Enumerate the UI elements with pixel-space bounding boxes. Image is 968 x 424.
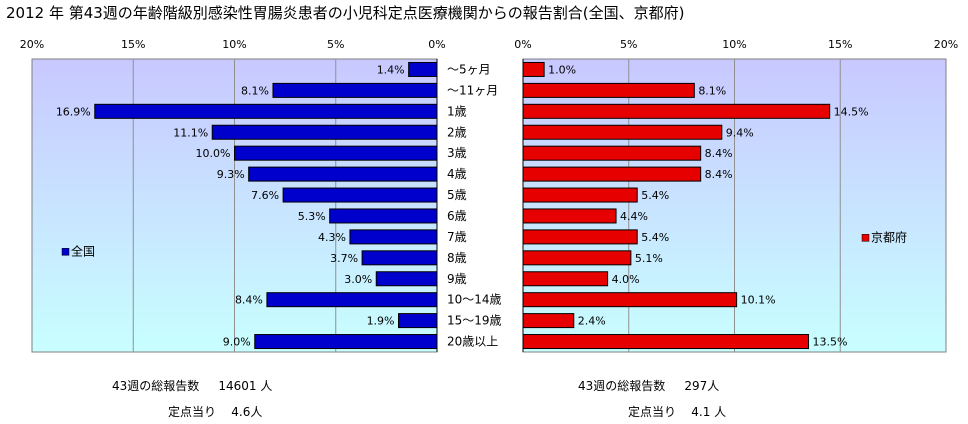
- kyoto-bar: [522, 166, 702, 182]
- kyoto-per-label: 定点当り: [628, 405, 677, 419]
- national-data-label: 9.0%: [223, 336, 251, 349]
- category-label: 2歳: [447, 125, 467, 139]
- left-x-tick-label: 15%: [121, 38, 145, 51]
- kyoto-bar: [522, 208, 617, 224]
- national-per-label: 定点当り: [168, 405, 217, 419]
- national-bar: [234, 145, 438, 161]
- national-data-label: 1.9%: [367, 315, 395, 328]
- right-x-tick-label: 20%: [934, 38, 958, 51]
- national-data-label: 10.0%: [196, 147, 231, 160]
- national-bar: [398, 313, 438, 329]
- national-bar: [248, 166, 438, 182]
- left-x-tick-label: 5%: [327, 38, 344, 51]
- left-x-tick-label: 20%: [20, 38, 44, 51]
- national-bar: [361, 250, 438, 266]
- category-label: 1歳: [447, 104, 467, 118]
- kyoto-data-label: 8.4%: [705, 168, 733, 181]
- category-label: ～11ヶ月: [447, 83, 498, 97]
- national-bar: [272, 82, 438, 98]
- kyoto-per-row: 定点当り 4.1 人: [628, 403, 726, 420]
- kyoto-bar: [522, 334, 810, 350]
- right-x-tick-label: 15%: [828, 38, 852, 51]
- national-total-value: 14601 人: [218, 379, 273, 393]
- national-bar: [282, 187, 438, 203]
- national-bar: [375, 271, 438, 287]
- category-label: 7歳: [447, 230, 467, 244]
- national-data-label: 5.3%: [298, 210, 326, 223]
- kyoto-bar: [522, 82, 695, 98]
- kyoto-data-label: 1.0%: [548, 63, 576, 76]
- kyoto-legend-swatch: [861, 234, 870, 242]
- kyoto-total-label: 43週の総報告数: [578, 379, 666, 393]
- kyoto-bar: [522, 103, 831, 119]
- national-data-label: 3.0%: [344, 273, 372, 286]
- national-total-label: 43週の総報告数: [112, 379, 200, 393]
- national-data-label: 1.4%: [377, 63, 405, 76]
- category-label: 20歳以上: [447, 335, 498, 349]
- national-bar: [408, 61, 438, 77]
- national-data-label: 3.7%: [330, 252, 358, 265]
- kyoto-bar: [522, 61, 545, 77]
- national-bar: [254, 334, 438, 350]
- category-label: 8歳: [447, 251, 467, 265]
- category-label: 10～14歳: [447, 293, 502, 307]
- category-label: 4歳: [447, 167, 467, 181]
- kyoto-bar: [522, 292, 738, 308]
- kyoto-total-row: 43週の総報告数 297人: [578, 377, 719, 394]
- national-bar: [94, 103, 438, 119]
- left-x-tick-label: 10%: [222, 38, 246, 51]
- kyoto-bar: [522, 145, 702, 161]
- national-per-row: 定点当り 4.6人: [168, 403, 262, 420]
- kyoto-data-label: 5.4%: [641, 231, 669, 244]
- kyoto-data-label: 5.4%: [641, 189, 669, 202]
- kyoto-data-label: 13.5%: [813, 336, 848, 349]
- national-bar: [266, 292, 438, 308]
- kyoto-bar: [522, 124, 723, 140]
- kyoto-bar: [522, 250, 632, 266]
- kyoto-bar: [522, 271, 609, 287]
- national-legend-swatch: [61, 248, 70, 256]
- kyoto-data-label: 4.4%: [620, 210, 648, 223]
- category-label: 3歳: [447, 146, 467, 160]
- national-bar: [211, 124, 438, 140]
- national-data-label: 8.4%: [235, 294, 263, 307]
- national-total-row: 43週の総報告数 14601 人: [112, 377, 272, 394]
- kyoto-bar: [522, 187, 638, 203]
- category-label: 6歳: [447, 209, 467, 223]
- kyoto-data-label: 5.1%: [635, 252, 663, 265]
- category-label: ～5ヶ月: [447, 62, 491, 76]
- category-label: 9歳: [447, 272, 467, 286]
- kyoto-data-label: 4.0%: [612, 273, 640, 286]
- national-per-value: 4.6人: [231, 405, 263, 419]
- chart-title: 2012 年 第43週の年齢階級別感染性胃腸炎患者の小児科定点医療機関からの報告…: [6, 4, 685, 22]
- kyoto-bar: [522, 313, 575, 329]
- kyoto-bar: [522, 229, 638, 245]
- national-data-label: 7.6%: [251, 189, 279, 202]
- kyoto-total-value: 297人: [684, 379, 720, 393]
- national-data-label: 11.1%: [173, 126, 208, 139]
- national-data-label: 8.1%: [241, 84, 269, 97]
- kyoto-data-label: 14.5%: [834, 105, 869, 118]
- category-label: 15～19歳: [447, 314, 502, 328]
- national-data-label: 4.3%: [318, 231, 346, 244]
- national-bar: [349, 229, 438, 245]
- kyoto-per-value: 4.1 人: [691, 405, 727, 419]
- right-x-tick-label: 5%: [620, 38, 637, 51]
- kyoto-data-label: 10.1%: [741, 294, 776, 307]
- kyoto-data-label: 9.4%: [726, 126, 754, 139]
- category-label: 5歳: [447, 188, 467, 202]
- national-data-label: 16.9%: [56, 105, 91, 118]
- kyoto-data-label: 8.1%: [698, 84, 726, 97]
- kyoto-data-label: 2.4%: [578, 315, 606, 328]
- kyoto-legend-label: 京都府: [871, 229, 907, 244]
- national-data-label: 9.3%: [217, 168, 245, 181]
- kyoto-data-label: 8.4%: [705, 147, 733, 160]
- right-x-tick-label: 10%: [722, 38, 746, 51]
- right-x-tick-label: 0%: [514, 38, 531, 51]
- national-bar: [329, 208, 438, 224]
- left-x-tick-label: 0%: [428, 38, 445, 51]
- national-legend-label: 全国: [71, 243, 95, 258]
